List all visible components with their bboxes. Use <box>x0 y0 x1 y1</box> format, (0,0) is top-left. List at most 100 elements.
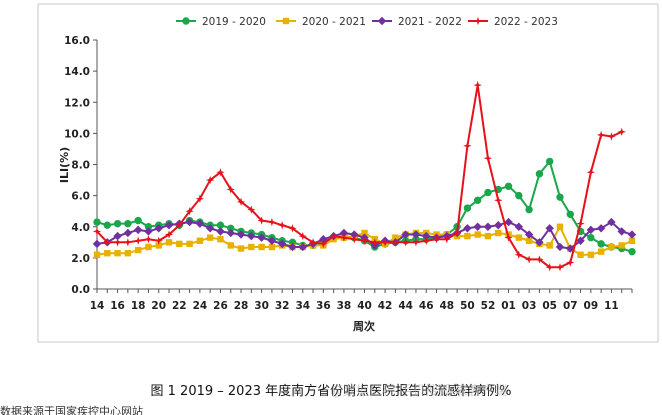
data-point <box>298 242 307 252</box>
x-tick-label: 05 <box>542 300 557 312</box>
data-point <box>596 130 606 140</box>
data-point <box>113 231 122 241</box>
data-point <box>555 242 565 252</box>
data-point <box>545 263 554 272</box>
data-point <box>267 236 277 245</box>
data-point <box>206 234 214 241</box>
data-point <box>165 239 173 246</box>
x-tick-label: 38 <box>337 300 352 312</box>
data-point <box>370 238 379 247</box>
axes: 0.0 2.0 4.0 6.0 8.0 10.0 12.0 14.0 16.0 14 16 18 20 2… <box>64 35 633 312</box>
x-tick-label: 28 <box>234 300 249 312</box>
data-point <box>196 237 204 244</box>
x-tick-label: 11 <box>604 300 619 312</box>
y-tick-label: 6.0 <box>71 191 90 203</box>
data-point <box>535 255 544 264</box>
x-tick-label: 22 <box>172 300 187 312</box>
data-point <box>247 205 256 214</box>
legend-item: 2020 - 2021 <box>276 16 366 28</box>
legend-item: 2019 - 2020 <box>176 16 266 28</box>
data-point <box>555 263 565 272</box>
data-point <box>123 238 133 247</box>
data-point <box>217 236 224 243</box>
data-point <box>514 222 524 231</box>
figure-caption: 图 1 2019 – 2023 年度南方省份哨点医院报告的流感样病例% <box>150 384 512 399</box>
data-point <box>484 232 492 240</box>
data-point <box>257 216 266 225</box>
data-point <box>546 242 553 249</box>
series-line <box>96 84 623 269</box>
x-tick-label: 03 <box>522 300 537 312</box>
data-point <box>556 193 564 201</box>
data-point <box>92 227 102 236</box>
data-point <box>113 219 122 228</box>
data-point <box>339 233 349 242</box>
series-4 <box>92 80 626 272</box>
x-tick-label: 50 <box>460 300 475 312</box>
data-point <box>535 238 544 247</box>
data-point <box>277 239 287 249</box>
y-tick-label: 0.0 <box>71 284 90 296</box>
data-point <box>494 220 503 230</box>
data-point <box>248 243 255 251</box>
x-tick-label: 09 <box>584 300 599 312</box>
data-point <box>268 243 276 251</box>
data-point <box>391 238 400 247</box>
data-point <box>226 228 235 238</box>
data-point <box>607 217 616 227</box>
data-point <box>515 234 523 241</box>
data-point <box>545 224 554 233</box>
data-point <box>525 237 533 244</box>
data-point <box>236 230 246 239</box>
data-point <box>411 238 421 247</box>
data-point <box>607 132 616 141</box>
plot-area <box>37 3 659 343</box>
data-point <box>545 157 554 166</box>
data-point <box>484 188 492 197</box>
data-point <box>628 247 636 256</box>
data-point <box>103 221 111 229</box>
x-tick-label: 32 <box>275 300 290 312</box>
y-axis-label: ILI(%) <box>58 147 71 183</box>
data-point <box>576 219 585 228</box>
data-point <box>617 227 626 236</box>
data-point <box>535 170 544 178</box>
x-tick-label: 07 <box>563 300 578 312</box>
data-point <box>473 16 483 26</box>
data-point <box>155 242 162 249</box>
data-point <box>277 220 287 230</box>
data-point <box>495 229 502 237</box>
data-point <box>422 231 431 241</box>
data-point <box>473 196 482 204</box>
x-tick-label: 44 <box>398 300 413 312</box>
data-point <box>164 220 174 230</box>
data-point <box>93 251 101 258</box>
y-tick-label: 16.0 <box>64 35 90 47</box>
data-point <box>452 228 462 238</box>
data-point <box>566 210 574 219</box>
data-point <box>586 225 596 235</box>
data-point <box>442 235 452 244</box>
x-axis-label: 周次 <box>353 319 375 333</box>
legend: 2019 - 2020 2020 - 2021 2021 - 2022 2022 - … <box>176 16 558 28</box>
x-tick-label: 52 <box>481 300 496 312</box>
x-tick-label: 42 <box>378 300 393 312</box>
data-point <box>329 231 338 241</box>
data-point <box>628 237 636 244</box>
data-point <box>123 228 133 238</box>
data-point <box>185 217 194 227</box>
data-point <box>227 242 234 249</box>
data-point <box>474 231 481 238</box>
x-tick-label: 40 <box>357 300 372 312</box>
data-point <box>377 16 387 26</box>
x-tick-label: 46 <box>419 300 434 312</box>
legend-label: 2020 - 2021 <box>302 16 366 28</box>
data-point <box>473 222 482 231</box>
data-point <box>596 224 606 233</box>
data-point <box>154 224 163 233</box>
data-point <box>236 197 246 207</box>
data-point <box>133 236 143 245</box>
y-tick-label: 8.0 <box>71 160 90 172</box>
x-tick-label: 24 <box>193 300 208 312</box>
data-point <box>514 250 524 259</box>
